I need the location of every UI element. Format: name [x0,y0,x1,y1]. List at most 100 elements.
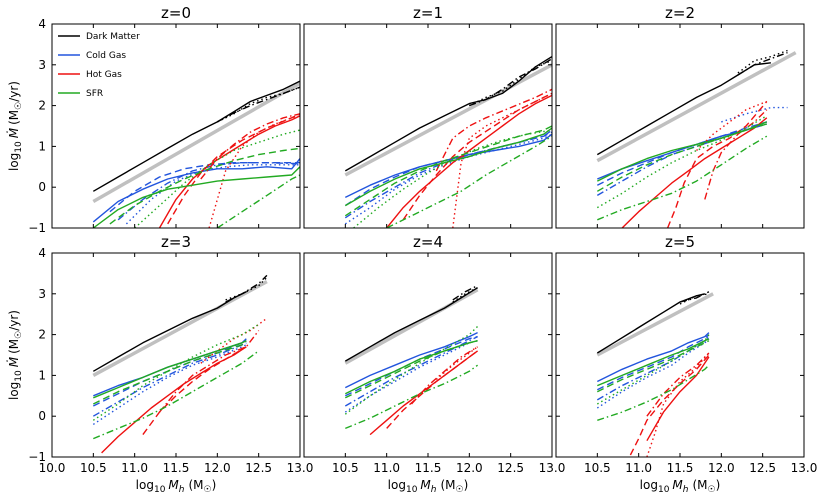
x-tick-label: 12.5 [749,461,776,475]
sfr-dashdot-line [93,350,260,440]
hot-gas-dashed-line [167,113,300,225]
hot-gas-dotted-line [435,346,479,381]
dark-matter-dashdot-line [469,58,552,107]
hot-gas-dashdot-line [704,109,768,200]
y-tick-label: 2 [38,328,46,342]
x-tick-label: 10.5 [584,461,611,475]
cold-gas-solid-line [92,158,300,223]
dark-matter-dotted-line [452,287,478,303]
sfr-dashed-line [92,340,247,405]
y-tick-label: −1 [28,221,46,235]
y-tick-label: 3 [38,287,46,301]
x-tick-label: 13.0 [791,461,818,475]
dark-matter-dotted-line [225,277,268,301]
sfr-solid-line [344,127,552,207]
x-tick-label: 10.5 [332,461,359,475]
panel-frame [303,23,553,229]
hot-gas-dashdot-line [158,330,260,413]
cold-gas-dashed-line [596,121,767,186]
sfr-dashed-line [344,340,478,399]
y-label-unit-sub: ☉ [14,331,24,339]
hot-gas-dashed-line [666,101,768,228]
x-axis-label: log10 Mh (M☉) [388,478,469,492]
dark-matter-solid-line [344,287,478,362]
x-label-log: log [136,478,154,492]
dark-matter-dashdot-line [225,274,268,303]
y-label-unit: (M [7,110,21,125]
cold-gas-solid-line [344,331,478,389]
y-label-unit-sub: ☉ [14,102,24,110]
y-tick-label: −1 [28,450,46,464]
x-label-unit-end: ) [716,478,721,492]
hot-gas-dashdot-line [200,113,300,180]
y-label-log: log [7,153,21,171]
hot-gas-solid-line [369,350,479,436]
y-tick-label: 2 [38,99,46,113]
dark-matter-dashdot-line [679,291,710,303]
hot-gas-solid-line [386,94,552,228]
y-axis-label: log10 Ṁ (M☉/yr) [6,81,24,171]
panel-title: z=1 [413,4,443,22]
dark-matter-dashdot-line [216,86,300,123]
fit-line [344,63,552,177]
sfr-solid-line [93,340,247,399]
dark-matter-solid-line [344,56,552,172]
cold-gas-dashed-line [596,334,710,391]
x-tick-label: 11.5 [667,461,694,475]
dark-matter-dotted-line [679,293,710,305]
sfr-dashdot-line [345,364,479,430]
x-label-unit-sub: ☉ [708,485,716,492]
x-tick-label: 10.0 [39,461,66,475]
dark-matter-solid-line [596,293,705,354]
dark-matter-dotted-line [468,60,552,107]
sfr-dashed-line [344,125,552,217]
fit-line [596,292,714,357]
x-label-unit-sub: ☉ [204,485,212,492]
cold-gas-dotted-line [344,133,552,225]
cold-gas-dotted-line [125,164,300,225]
cold-gas-dashed-line [109,161,300,213]
x-tick-label: 11.0 [625,461,652,475]
x-tick-label: 12.0 [708,461,735,475]
y-tick-label: 3 [38,58,46,72]
panel-series [344,56,552,228]
x-tick-label: 13.0 [539,461,566,475]
panel-title: z=2 [665,4,695,22]
hot-gas-dotted-line [452,92,552,228]
legend-label: Hot Gas [86,70,122,80]
panel-title: z=0 [161,4,191,22]
x-label-log: log [388,478,406,492]
cold-gas-dotted-line [344,340,478,413]
y-tick-label: 1 [38,368,46,382]
hot-gas-dashdot-line [435,88,552,172]
x-label-unit: (M [441,478,456,492]
y-tick-label: 0 [38,180,46,194]
y-label-unit-end: /yr) [7,310,21,331]
x-axis-label: log10 Mh (M☉) [136,478,217,492]
sfr-dotted-line [596,334,710,405]
panel-frame [555,23,805,229]
y-tick-label: 0 [38,409,46,423]
x-label-sub: 10 [154,485,166,492]
y-tick-label: 4 [38,246,46,260]
x-tick-label: 11.0 [373,461,400,475]
x-tick-label: 10.5 [80,461,107,475]
sfr-solid-line [597,338,710,387]
hot-gas-solid-line [158,115,300,228]
sfr-dashdot-line [597,364,710,421]
y-axis-label: log10 Ṁ (M☉/yr) [6,310,24,400]
dark-matter-dotted-line [737,49,788,74]
sfr-dashdot-line [216,174,300,228]
x-label-unit-sub: ☉ [456,485,464,492]
x-tick-label: 13.0 [287,461,314,475]
y-tick-label: 4 [38,17,46,31]
panel-title: z=4 [413,233,443,251]
panel-z5: z=5 10.5 11.0 11.5 12.0 12.5 13.0 log10 Mh (M☉) [555,233,818,492]
x-tick-label: 12.5 [245,461,272,475]
panel-series [344,284,479,436]
sfr-solid-line [92,166,300,228]
y-label-sub: 10 [14,141,24,153]
panel-z1: z=1 [303,4,553,229]
dark-matter-dashdot-line [737,51,788,76]
sfr-dashdot-line [386,135,552,228]
